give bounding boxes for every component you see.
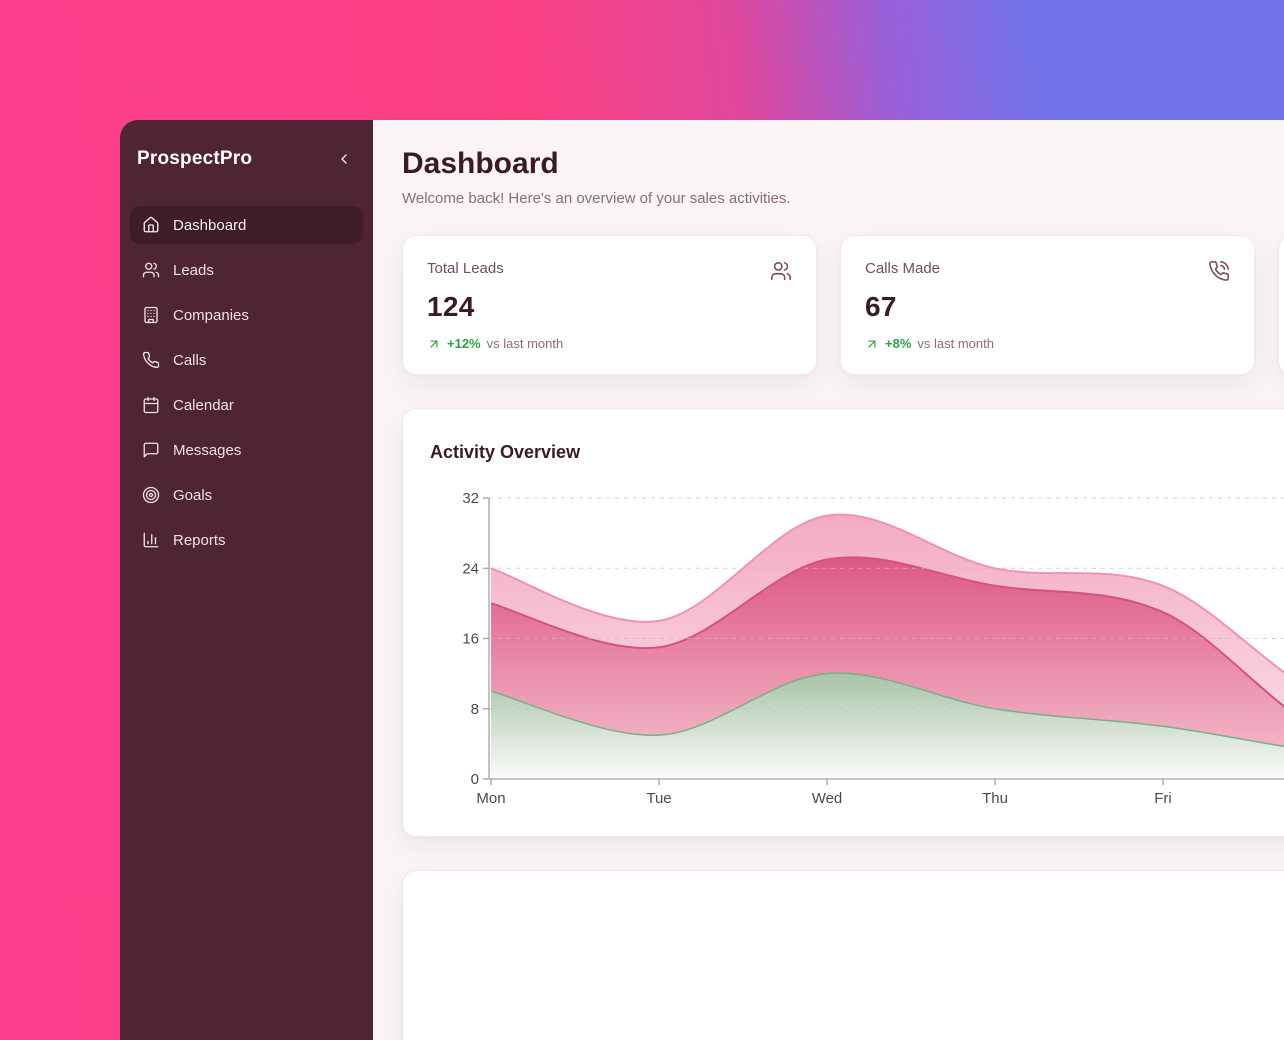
stat-trend: +12% vs last month [427,336,792,351]
home-icon [143,216,159,233]
sidebar: ProspectPro Dashboard Leads Companies Calls… [120,120,373,1040]
stat-card: Calls Made 67 +8% vs last month [840,235,1255,375]
app-window: ProspectPro Dashboard Leads Companies Calls… [120,120,1284,1040]
x-tick-label: Wed [812,790,843,807]
chevron-left-icon [341,154,347,164]
trend-caption: vs last month [486,336,564,351]
sidebar-item-calls[interactable]: Calls [130,341,363,379]
stat-trend: +8% vs last month [865,336,1230,351]
activity-title: Activity Overview [430,442,581,462]
page-title: Dashboard [402,147,559,180]
line-band-rose [490,556,1284,708]
trend-percent: +12% [447,336,481,351]
sidebar-header: ProspectPro [130,147,363,171]
y-tick-label: 8 [471,701,479,718]
trend-caption: vs last month [917,336,994,351]
stat-card: Total Leads 124 +12% vs last month [402,235,817,375]
page-header: Dashboard Welcome back! Here's an overvi… [402,146,1284,210]
sidebar-item-reports[interactable]: Reports [130,521,363,559]
stat-card-header: Calls Made [865,260,1230,282]
stat-label: Calls Made [865,260,941,277]
trend-up-icon [868,340,876,347]
collapse-sidebar-button[interactable] [333,148,355,170]
page-subtitle: Welcome back! Here's an overview of your… [402,190,791,207]
calendar-icon [143,396,159,414]
x-tick-label: Fri [1154,790,1172,807]
stat-value: 67 [865,291,897,322]
stat-label: Total Leads [427,260,504,277]
sidebar-item-goals[interactable]: Goals [130,476,363,514]
users-icon [771,261,791,281]
sidebar-nav: Dashboard Leads Companies Calls Calendar Mess… [130,206,363,559]
users-icon [142,262,160,278]
sidebar-item-label: Reports [173,531,226,549]
phone-icon [142,351,160,369]
sidebar-item-dashboard[interactable]: Dashboard [130,206,363,244]
y-tick-label: 24 [462,560,479,577]
stat-card-header: Total Leads [427,260,792,282]
y-tick-label: 0 [471,771,479,788]
sidebar-item-label: Goals [173,486,213,504]
activity-card: Activity Overview 0 8 16 24 32 Mon Tue Wed Thu Fr… [402,408,1284,837]
app-title: ProspectPro [137,148,253,169]
phone-call-icon [1209,261,1230,281]
sidebar-item-label: Dashboard [173,216,247,234]
trend-percent: +8% [885,336,912,351]
x-tick-label: Mon [476,790,505,807]
sidebar-item-label: Leads [173,261,214,279]
trend-up-icon [430,340,438,347]
sidebar-item-label: Companies [173,306,249,324]
stat-card-partial [1278,235,1284,375]
sidebar-item-label: Messages [173,441,242,459]
activity-chart: 08162432MonTueWedThuFriSatSun [462,490,1284,807]
sidebar-item-companies[interactable]: Companies [130,296,363,334]
building-icon [144,306,158,324]
sidebar-item-messages[interactable]: Messages [130,431,363,469]
y-tick-label: 16 [462,631,479,648]
message-icon [143,442,159,458]
target-icon [142,486,160,504]
sidebar-item-leads[interactable]: Leads [130,251,363,289]
sidebar-item-label: Calendar [173,396,234,414]
y-tick-label: 32 [462,490,479,507]
stat-value: 124 [427,291,475,322]
stats-row: Total Leads 124 +12% vs last month Calls… [402,235,1284,375]
bar-chart-icon [143,532,159,548]
sidebar-item-label: Calls [173,351,207,369]
sidebar-item-calendar[interactable]: Calendar [130,386,363,424]
x-tick-label: Tue [646,790,671,807]
area-band-green [491,673,1284,779]
main-content: Dashboard Welcome back! Here's an overvi… [373,120,1284,1040]
x-tick-label: Thu [982,790,1008,807]
